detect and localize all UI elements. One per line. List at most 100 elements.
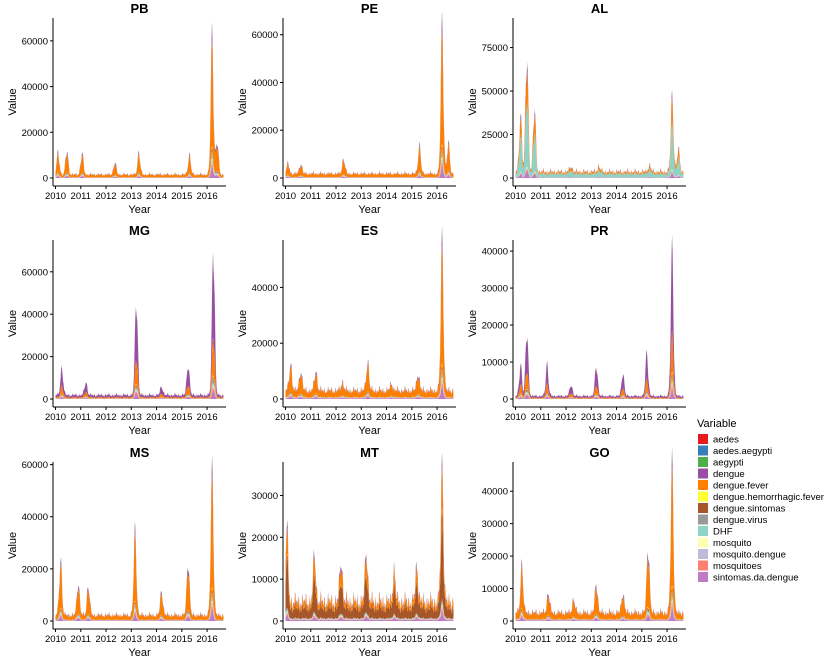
area-dengue-fever bbox=[55, 472, 224, 621]
x-tick-label: 2016 bbox=[426, 634, 447, 645]
x-tick-label: 2012 bbox=[325, 634, 346, 645]
area-aedes bbox=[55, 455, 224, 618]
area-aegypti bbox=[515, 64, 684, 175]
area-aegypti bbox=[515, 451, 684, 617]
y-tick-label: 0 bbox=[503, 395, 508, 406]
area-aegypti bbox=[55, 255, 224, 397]
facet-mg: 0 20000 40000 60000 2010 2011 2012 2013 2014 2015… bbox=[7, 223, 226, 437]
x-tick-label: 2013 bbox=[351, 191, 372, 202]
x-tick-label: 2016 bbox=[196, 634, 217, 645]
panel-title: MS bbox=[130, 445, 150, 460]
x-tick-label: 2011 bbox=[301, 634, 321, 645]
x-tick-label: 2014 bbox=[376, 634, 397, 645]
x-tick-label: 2013 bbox=[121, 191, 142, 202]
x-tick-label: 2013 bbox=[121, 634, 142, 645]
x-tick-label: 2012 bbox=[95, 634, 116, 645]
legend-swatch-aedes bbox=[698, 434, 708, 444]
y-tick-label: 20000 bbox=[22, 352, 48, 363]
facet-mt: 0 10000 20000 30000 2010 2011 2012 2013 2014 2015… bbox=[237, 445, 456, 659]
legend: Variable aedesaedes.aegyptiaegyptidengue… bbox=[697, 418, 824, 584]
area-aedes-aegypti bbox=[515, 449, 684, 617]
y-tick-label: 75000 bbox=[482, 43, 508, 54]
y-axis-title: Value bbox=[467, 310, 479, 337]
area-dengue bbox=[55, 460, 224, 618]
panel-title: MT bbox=[360, 445, 379, 460]
y-axis-title: Value bbox=[467, 532, 479, 559]
area-dengue bbox=[285, 17, 454, 176]
x-tick-label: 2014 bbox=[376, 412, 397, 423]
legend-title: Variable bbox=[697, 418, 737, 430]
area-dengue-fever bbox=[285, 28, 454, 178]
legend-label-mosquito: mosquito bbox=[713, 538, 752, 549]
area-aedes bbox=[515, 62, 684, 175]
y-tick-label: 20000 bbox=[252, 533, 278, 544]
x-tick-label: 2014 bbox=[376, 191, 397, 202]
x-axis-title: Year bbox=[128, 647, 151, 659]
x-axis-title: Year bbox=[358, 647, 381, 659]
y-tick-label: 30000 bbox=[482, 284, 508, 295]
y-tick-label: 10000 bbox=[482, 584, 508, 595]
x-tick-label: 2013 bbox=[351, 412, 372, 423]
y-tick-label: 20000 bbox=[252, 339, 278, 350]
area-sintomas-da-dengue bbox=[285, 387, 454, 399]
x-axis-title: Year bbox=[588, 204, 611, 216]
y-tick-label: 20000 bbox=[482, 321, 508, 332]
x-tick-label: 2012 bbox=[555, 191, 576, 202]
legend-swatch-mosquito-dengue bbox=[698, 549, 708, 559]
y-tick-label: 0 bbox=[503, 617, 508, 628]
x-tick-label: 2015 bbox=[631, 191, 652, 202]
x-tick-label: 2014 bbox=[606, 412, 627, 423]
x-tick-label: 2010 bbox=[505, 191, 526, 202]
area-aegypti bbox=[285, 15, 454, 176]
legend-label-mosquitoes: mosquitoes bbox=[713, 561, 762, 572]
legend-items: aedesaedes.aegyptiaegyptidenguedengue.fe… bbox=[698, 434, 824, 584]
area-aedes bbox=[55, 22, 224, 176]
area-dengue-fever bbox=[515, 465, 684, 620]
y-tick-label: 0 bbox=[273, 395, 278, 406]
panel-title: PR bbox=[590, 223, 609, 238]
area-aedes bbox=[285, 225, 454, 394]
x-tick-label: 2013 bbox=[351, 634, 372, 645]
x-tick-label: 2016 bbox=[426, 191, 447, 202]
facet-es: 0 20000 40000 2010 2011 2012 2013 2014 2015 2016 E… bbox=[237, 223, 456, 437]
area-dengue-hemorrhagic-fever bbox=[285, 363, 454, 398]
x-axis-title: Year bbox=[588, 647, 611, 659]
legend-swatch-dengue bbox=[698, 468, 708, 479]
facet-pe: 0 20000 40000 60000 2010 2011 2012 2013 2014 2015… bbox=[237, 1, 456, 216]
x-tick-label: 2013 bbox=[121, 412, 142, 423]
area-aedes-aegypti bbox=[285, 227, 454, 394]
y-axis-title: Value bbox=[237, 88, 249, 115]
area-mosquitoes bbox=[285, 383, 454, 399]
y-tick-label: 20000 bbox=[22, 564, 48, 575]
x-tick-label: 2013 bbox=[581, 412, 602, 423]
area-sintomas-da-dengue bbox=[285, 612, 454, 621]
legend-label-dengue: dengue bbox=[713, 469, 745, 480]
area-DHF bbox=[285, 601, 454, 620]
x-tick-label: 2015 bbox=[631, 412, 652, 423]
x-tick-label: 2015 bbox=[401, 412, 422, 423]
x-tick-label: 2011 bbox=[531, 191, 551, 202]
x-tick-label: 2015 bbox=[631, 634, 652, 645]
y-tick-label: 20000 bbox=[22, 128, 48, 139]
y-tick-label: 60000 bbox=[22, 267, 48, 278]
x-tick-label: 2011 bbox=[71, 412, 91, 423]
legend-swatch-DHF bbox=[698, 526, 708, 536]
legend-label-aegypti: aegypti bbox=[713, 458, 744, 469]
area-aedes-aegypti bbox=[515, 236, 684, 398]
legend-swatch-dengue-hemorrhagic-fever bbox=[698, 491, 708, 502]
area-DHF bbox=[285, 373, 454, 399]
area-aedes-aegypti bbox=[55, 254, 224, 397]
area-dengue-hemorrhagic-fever bbox=[285, 143, 454, 178]
panel-title: MG bbox=[129, 223, 150, 238]
x-tick-label: 2012 bbox=[325, 412, 346, 423]
area-dengue bbox=[515, 65, 684, 175]
x-axis-title: Year bbox=[588, 425, 611, 437]
x-tick-label: 2016 bbox=[656, 191, 677, 202]
legend-label-aedes-aegypti: aedes.aegypti bbox=[713, 446, 772, 457]
panel-title: ES bbox=[361, 223, 379, 238]
area-aegypti bbox=[55, 458, 224, 618]
y-tick-label: 50000 bbox=[482, 87, 508, 98]
area-mosquito-dengue bbox=[285, 379, 454, 399]
area-aedes bbox=[55, 253, 224, 397]
